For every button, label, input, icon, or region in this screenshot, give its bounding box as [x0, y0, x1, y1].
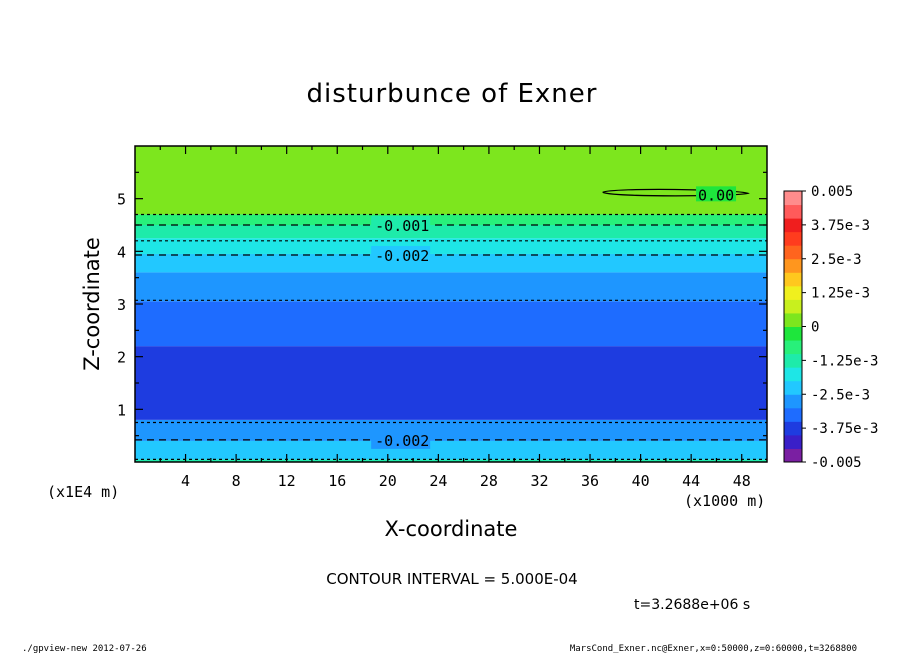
x-tick-label-48: 48 — [733, 472, 751, 490]
x-tick-label-36: 36 — [581, 472, 599, 490]
contour-band-0 — [135, 459, 767, 462]
x-tick-label-32: 32 — [530, 472, 548, 490]
contour-interval-text: CONTOUR INTERVAL = 5.000E-04 — [326, 570, 577, 588]
y-axis-label: Z-coordinate — [80, 237, 104, 371]
colorbar-label-6: -2.5e-3 — [811, 387, 870, 403]
colorbar-swatch-10 — [784, 312, 802, 327]
y-tick-label-2: 2 — [117, 349, 126, 367]
contour-label-3: -0.002 — [375, 247, 429, 265]
x-tick-label-40: 40 — [632, 472, 650, 490]
contour-band-8 — [135, 225, 767, 239]
contour-label-bg-3 — [371, 246, 431, 265]
colorbar-label-5: -1.25e-3 — [811, 353, 878, 369]
colorbar-swatch-3 — [784, 407, 802, 422]
zero-contour-loop — [602, 188, 750, 197]
colorbar-label-0: 0.005 — [811, 184, 853, 200]
colorbar-swatch-15 — [784, 245, 802, 260]
y-tick-label-3: 3 — [117, 296, 126, 314]
x-tick-label-12: 12 — [278, 472, 296, 490]
contour-label-6: -0.002 — [375, 432, 429, 450]
colorbar-swatch-6 — [784, 367, 802, 382]
source-label: MarsCond_Exner.nc@Exner,x=0:50000,z=0:60… — [570, 644, 857, 654]
colorbar-label-7: -3.75e-3 — [811, 421, 878, 437]
contour-band-3 — [135, 346, 767, 420]
colorbar-swatch-1 — [784, 434, 802, 449]
colorbar-label-8: -0.005 — [811, 455, 862, 471]
colorbar-swatch-16 — [784, 231, 802, 246]
colorbar-swatch-0 — [784, 448, 802, 463]
colorbar-swatch-4 — [784, 394, 802, 409]
colorbar-label-2: 2.5e-3 — [811, 252, 862, 268]
x-tick-label-28: 28 — [480, 472, 498, 490]
colorbar-label-4: 0 — [811, 320, 819, 336]
contour-band-9 — [135, 214, 767, 225]
colorbar-swatch-12 — [784, 285, 802, 300]
y-unit-label: (x1E4 m) — [47, 483, 119, 501]
contour-label-bg-6 — [371, 430, 431, 449]
x-tick-label-16: 16 — [328, 472, 346, 490]
contour-labels: -0.001 -0.002 -0.002 0.00 — [371, 186, 737, 450]
y-tick-label-4: 4 — [117, 243, 126, 261]
colorbar-label-1: 3.75e-3 — [811, 218, 870, 234]
y-tick-label-5: 5 — [117, 191, 126, 209]
colorbar-swatch-13 — [784, 272, 802, 287]
colorbar-swatch-17 — [784, 218, 802, 233]
x-tick-label-4: 4 — [181, 472, 190, 490]
contour-band-1 — [135, 440, 767, 460]
colorbar-swatch-9 — [784, 326, 802, 341]
colorbar-swatch-14 — [784, 258, 802, 273]
contour-label-1: -0.001 — [375, 217, 429, 235]
contour-band-4 — [135, 301, 767, 347]
program-label: ./gpview-new 2012-07-26 — [22, 644, 147, 654]
colorbar: 0.005 3.75e-3 2.5e-3 1.25e-3 0 -1.25e-3 -2.5e-… — [783, 184, 878, 471]
contour-label-bg-1 — [371, 216, 431, 234]
x-tick-label-8: 8 — [232, 472, 241, 490]
colorbar-swatch-5 — [784, 380, 802, 395]
colorbar-swatch-7 — [784, 353, 802, 368]
contour-band-6 — [135, 253, 767, 273]
filled-contour-bands — [135, 146, 767, 462]
contour-lines — [135, 188, 767, 460]
x-unit-label: (x1000 m) — [684, 492, 765, 510]
zero-contour-label-bg — [696, 186, 737, 202]
x-tick-label-20: 20 — [379, 472, 397, 490]
y-tick-label-1: 1 — [117, 401, 126, 419]
colorbar-swatch-2 — [784, 421, 802, 436]
x-axis-label: X-coordinate — [385, 517, 518, 541]
zero-contour-label: 0.00 — [698, 186, 734, 204]
x-tick-label-44: 44 — [682, 472, 700, 490]
contour-band-5 — [135, 272, 767, 302]
time-label: t=3.2688e+06 s — [634, 597, 750, 613]
colorbar-swatch-19 — [784, 191, 802, 206]
colorbar-swatch-18 — [784, 204, 802, 219]
x-tick-label-24: 24 — [429, 472, 447, 490]
colorbar-swatch-8 — [784, 340, 802, 355]
contour-band-2 — [135, 419, 767, 441]
colorbar-label-3: 1.25e-3 — [811, 286, 870, 302]
contour-band-10 — [135, 146, 767, 215]
contour-band-7 — [135, 238, 767, 254]
chart-title: disturbunce of Exner — [307, 79, 598, 109]
colorbar-swatch-11 — [784, 299, 802, 314]
